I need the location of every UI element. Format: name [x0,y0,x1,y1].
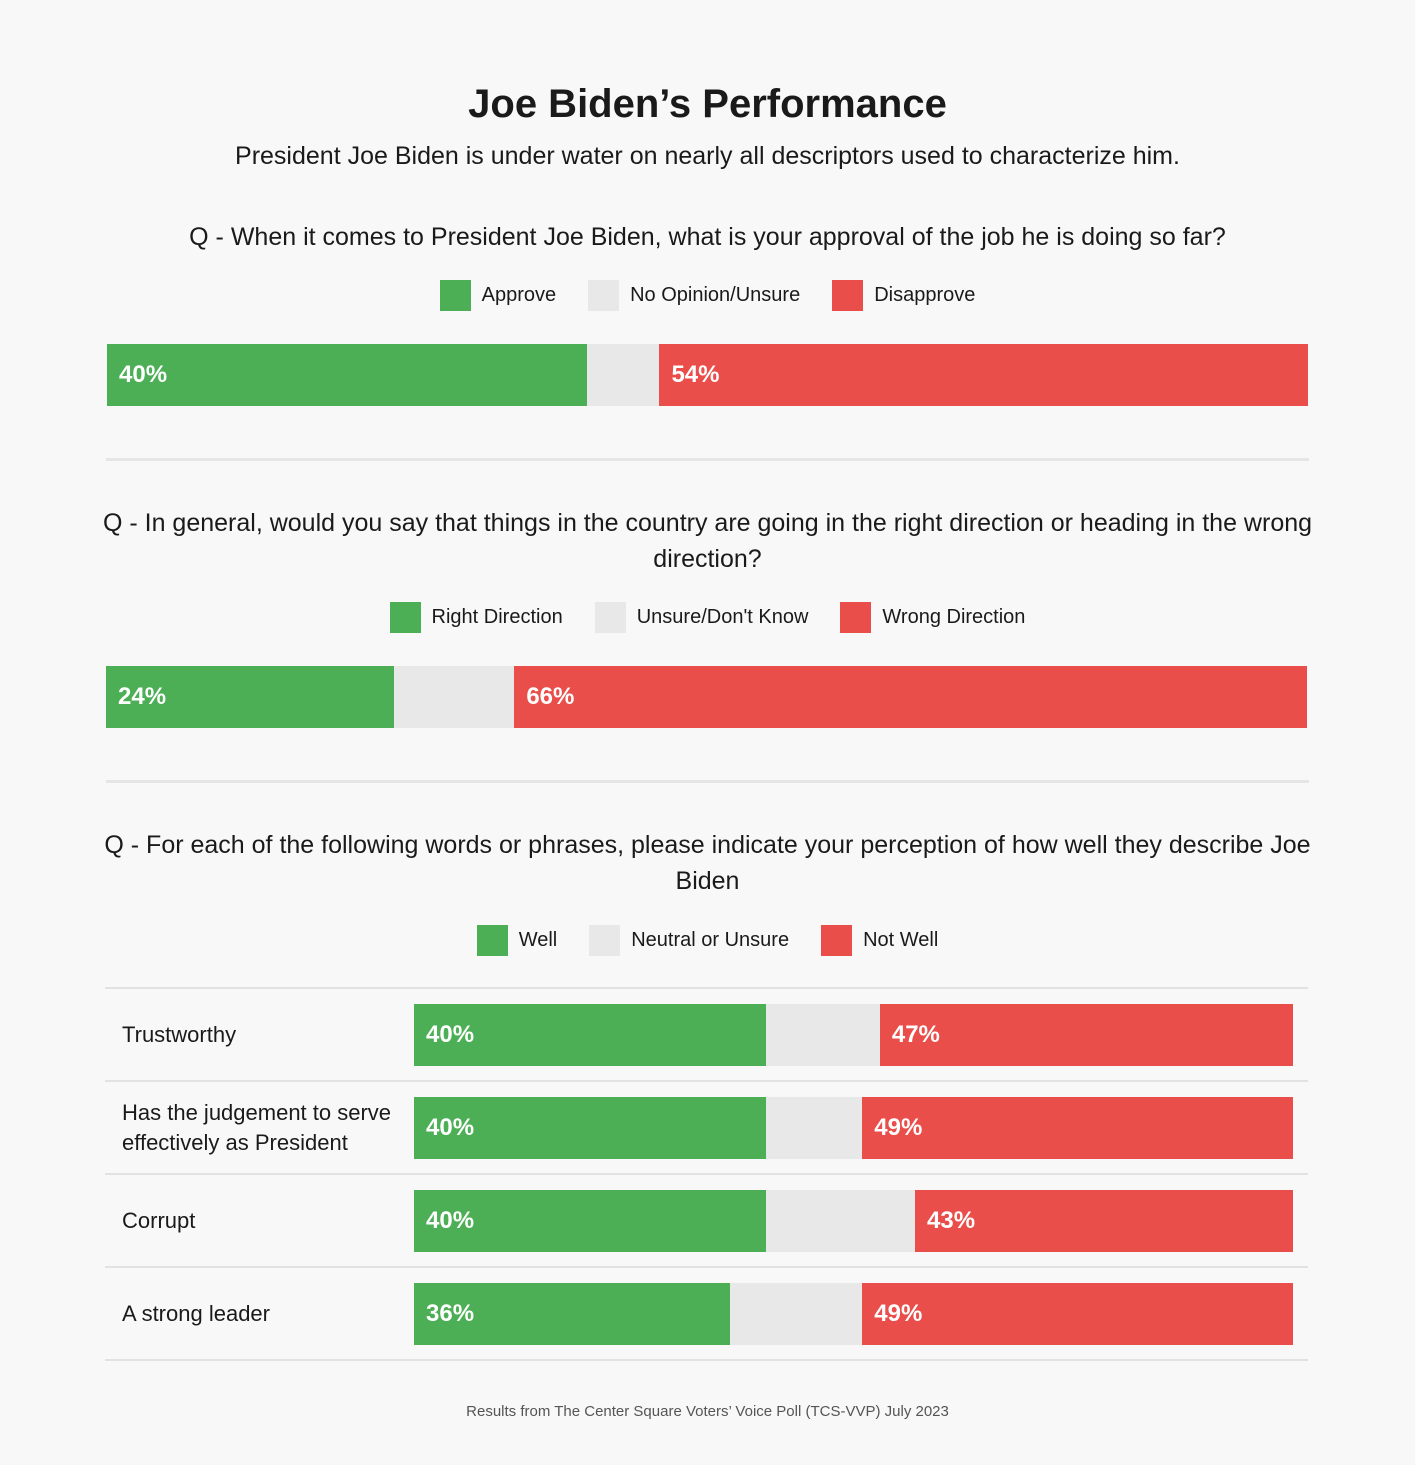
positive-segment: 24% [106,666,395,728]
positive-segment: 40% [107,344,588,406]
bar-row: 36% 49% [414,1283,1293,1345]
bar-row: 40% 47% [414,1004,1293,1066]
negative-segment: 43% [915,1190,1293,1252]
row-divider [105,1173,1308,1175]
legend-1: Approve No Opinion/Unsure Disapprove [0,280,1415,311]
legend-3: Well Neutral or Unsure Not Well [0,925,1415,956]
legend-item: Approve [439,280,557,311]
legend-item: No Opinion/Unsure [588,280,800,311]
bar-direction: 24% 66% [106,666,1307,728]
neutral-segment [765,1097,863,1159]
legend-label: Well [518,929,558,951]
legend-item: Unsure/Don't Know [594,602,809,633]
neutral-segment [394,666,515,728]
question-3: Q - For each of the following words or p… [104,831,1311,895]
legend-swatch [840,602,872,633]
neutral-segment [587,344,660,406]
row-divider [105,1266,1308,1268]
question-1: Q - When it comes to President Joe Biden… [189,223,1226,251]
legend-label: Unsure/Don't Know [636,606,809,628]
neutral-segment [765,1190,916,1252]
negative-segment: 49% [862,1283,1293,1345]
legend-item: Not Well [821,925,938,956]
neutral-segment [765,1004,880,1066]
legend-swatch [476,925,508,956]
chart-title: Joe Biden’s Performance [468,82,947,126]
legend-label: Not Well [863,929,939,951]
legend-label: No Opinion/Unsure [630,284,801,306]
chart-subtitle: President Joe Biden is under water on ne… [235,142,1180,170]
legend-swatch [439,280,471,311]
legend-swatch [832,280,864,311]
positive-segment: 40% [414,1004,766,1066]
question-2: Q - In general, would you say that thing… [102,509,1313,573]
legend-item: Disapprove [832,280,975,311]
footer-source: Results from The Center Square Voters’ V… [466,1403,949,1420]
divider [106,458,1309,461]
legend-label: Wrong Direction [882,606,1026,628]
positive-segment: 40% [414,1097,766,1159]
neutral-segment [730,1283,863,1345]
legend-label: Neutral or Unsure [631,929,790,951]
row-divider [105,987,1308,989]
row-label: Corrupt [122,1208,196,1233]
positive-segment: 40% [414,1190,766,1252]
row-label: Has the judgement to serve effectively a… [122,1100,392,1155]
legend-label: Approve [481,284,557,306]
negative-segment: 47% [879,1004,1293,1066]
negative-segment: 49% [862,1097,1293,1159]
legend-label: Right Direction [431,606,563,628]
legend-item: Well [476,925,558,956]
bar-approval: 40% 54% [107,344,1308,406]
legend-swatch [588,280,620,311]
bar-row: 40% 43% [414,1190,1293,1252]
legend-2: Right Direction Unsure/Don't Know Wrong Di… [0,602,1415,633]
positive-segment: 36% [414,1283,731,1345]
negative-segment: 54% [659,344,1308,406]
row-label: A strong leader [122,1301,270,1326]
legend-swatch [821,925,853,956]
row-divider [105,1080,1308,1082]
legend-label: Disapprove [874,284,976,306]
legend-swatch [589,925,621,956]
legend-item: Right Direction [389,602,563,633]
legend-swatch [594,602,626,633]
legend-swatch [389,602,421,633]
negative-segment: 66% [514,666,1307,728]
legend-item: Neutral or Unsure [589,925,789,956]
row-label: Trustworthy [122,1022,237,1047]
legend-item: Wrong Direction [840,602,1025,633]
row-divider [105,1359,1308,1361]
divider [106,780,1309,783]
bar-row: 40% 49% [414,1097,1293,1159]
